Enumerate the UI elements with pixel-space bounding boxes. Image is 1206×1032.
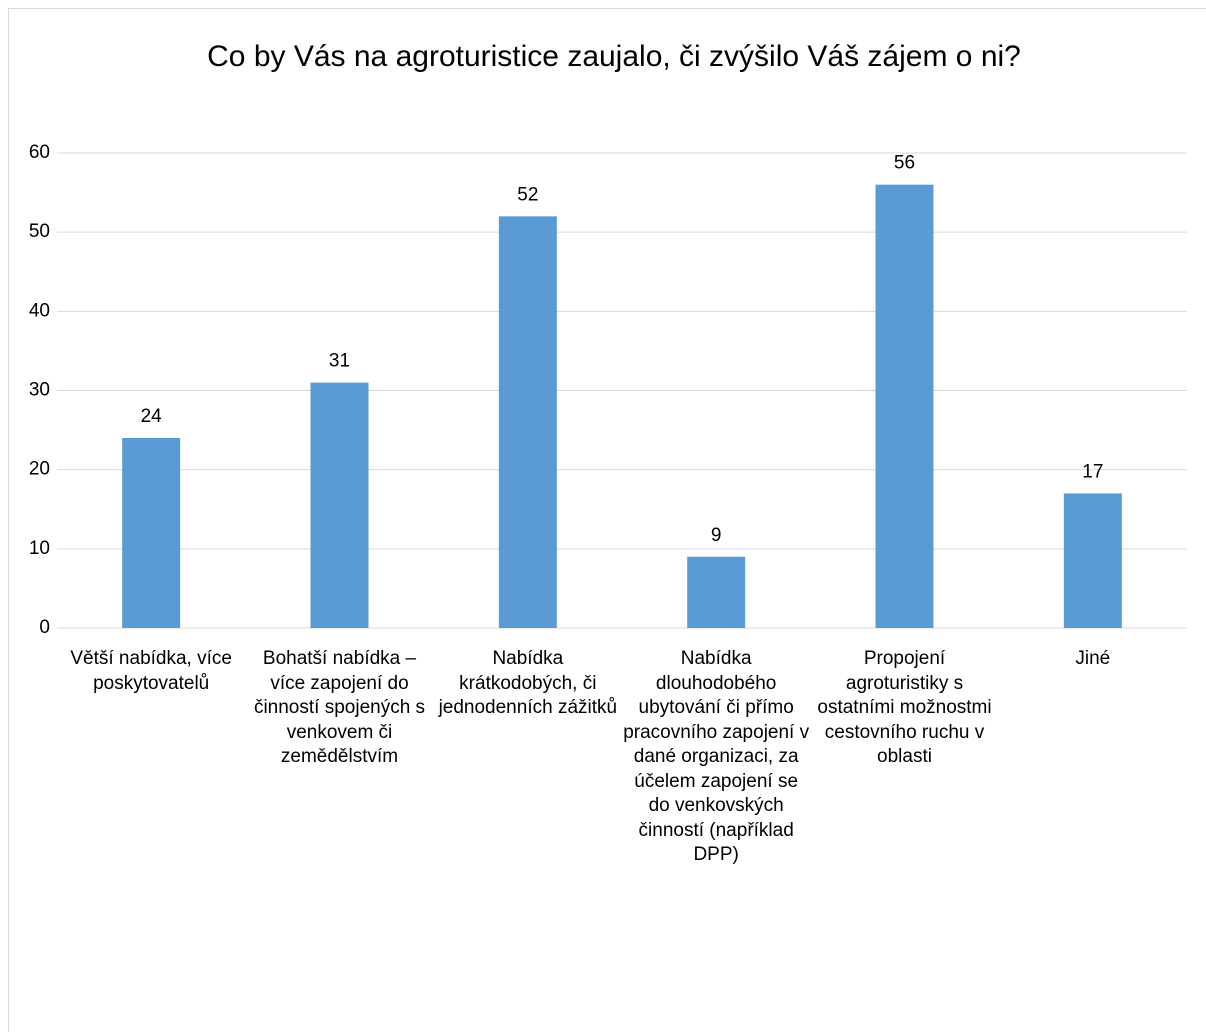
data-label: 56: [894, 153, 915, 174]
data-label: 17: [1082, 461, 1103, 482]
y-tick-label: 30: [29, 380, 50, 401]
bar: [310, 382, 369, 628]
bar: [687, 556, 746, 628]
y-tick-label: 50: [29, 221, 50, 242]
y-tick-label: 10: [29, 538, 50, 559]
bar: [1063, 493, 1122, 628]
bar: [498, 216, 557, 629]
y-tick-label: 60: [29, 142, 50, 163]
bar: [875, 184, 934, 628]
data-label: 24: [141, 406, 163, 427]
y-tick-label: 0: [39, 617, 50, 638]
y-tick-label: 40: [29, 300, 50, 321]
chart-title: Co by Vás na agroturistice zaujalo, či z…: [207, 40, 1021, 73]
x-tick-label: Nabídka dlouhodobého ubytování či přímo …: [623, 648, 810, 865]
x-tick-label: Větší nabídka, více poskytovatelů: [70, 648, 232, 694]
x-tick-label: Bohatší nabídka – více zapojení do činno…: [253, 648, 426, 767]
data-label: 52: [517, 184, 538, 205]
x-tick-label: Jiné: [1075, 648, 1111, 669]
x-tick-label: Propojení agroturistiky s ostatními možn…: [817, 648, 992, 767]
data-label: 9: [711, 525, 722, 546]
chart-border: [8, 8, 1206, 1032]
bar: [122, 438, 181, 628]
x-tick-label: Nabídka krátkodobých, či jednodenních zá…: [438, 648, 618, 718]
y-tick-label: 20: [29, 459, 50, 480]
data-label: 31: [329, 351, 350, 372]
